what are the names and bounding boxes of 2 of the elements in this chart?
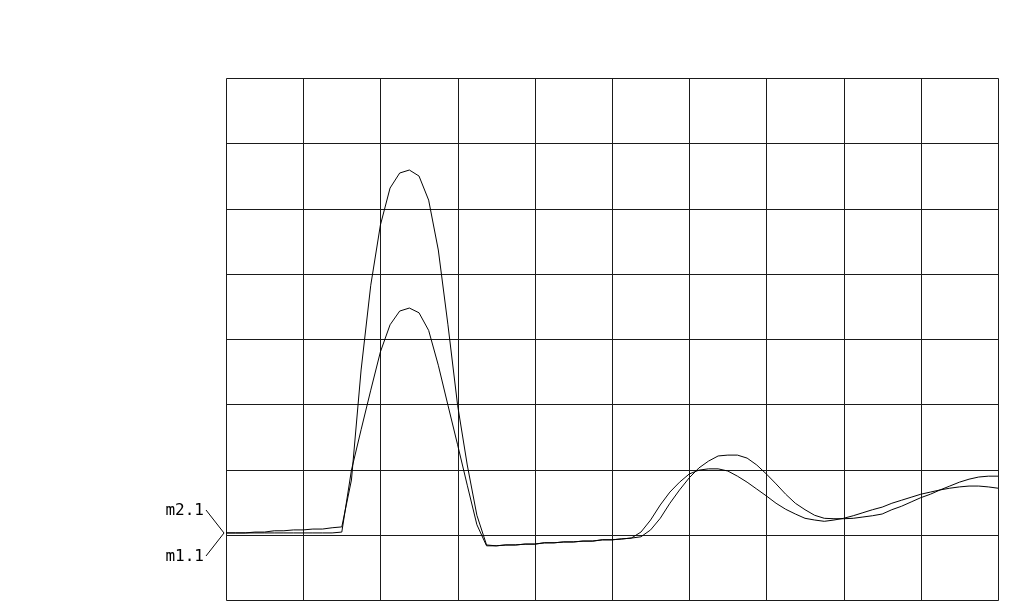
legend-label: m1.1 (165, 546, 204, 565)
series-label: m2.1 (165, 500, 204, 519)
